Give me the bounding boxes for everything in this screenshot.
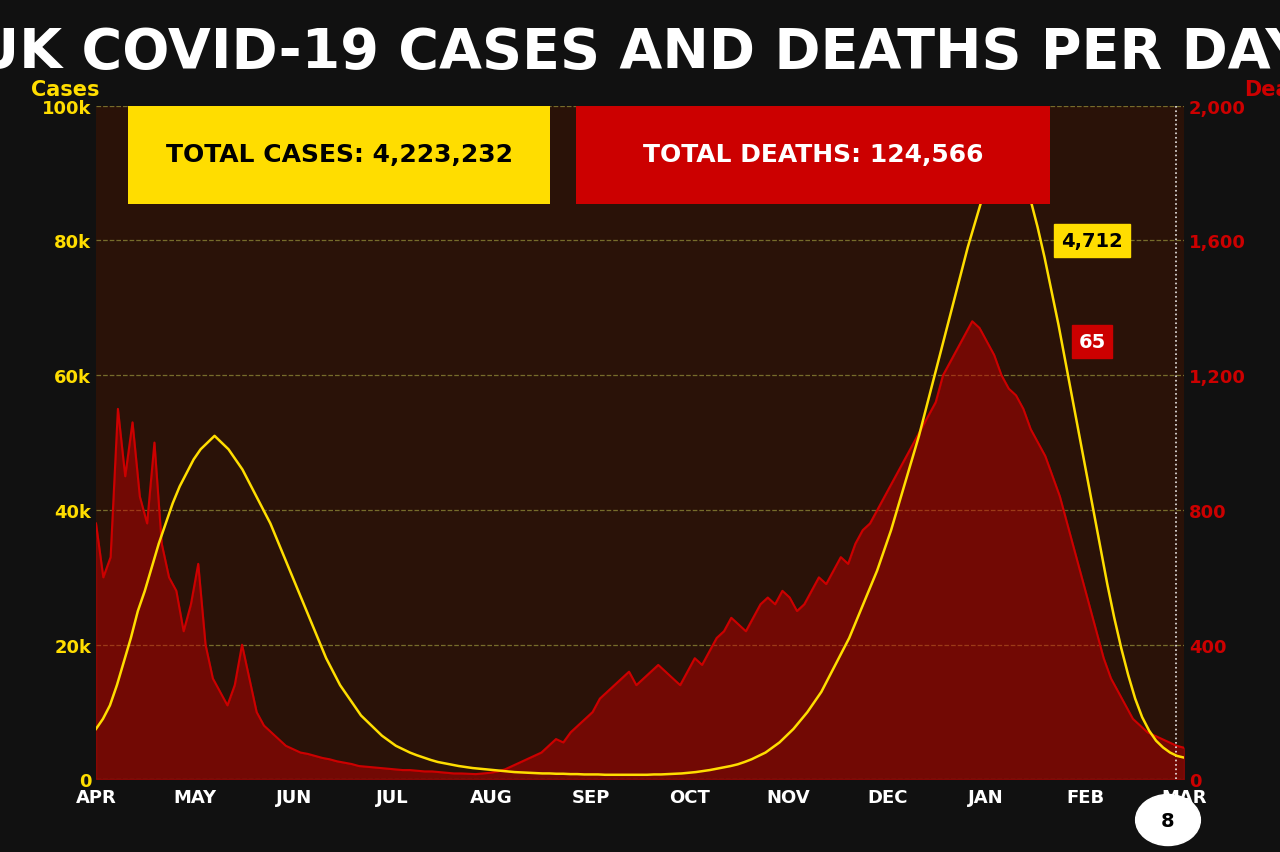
Text: UK COVID-19 CASES AND DEATHS PER DAY: UK COVID-19 CASES AND DEATHS PER DAY	[0, 26, 1280, 80]
Text: Cases: Cases	[31, 80, 100, 100]
Text: TOTAL CASES: 4,223,232: TOTAL CASES: 4,223,232	[165, 143, 513, 167]
Text: 4,712: 4,712	[1061, 232, 1123, 250]
Circle shape	[1135, 795, 1201, 845]
Text: Deaths: Deaths	[1244, 80, 1280, 100]
Text: TOTAL DEATHS: 124,566: TOTAL DEATHS: 124,566	[643, 143, 983, 167]
Text: 8: 8	[1161, 810, 1175, 830]
Text: 65: 65	[1078, 332, 1106, 352]
